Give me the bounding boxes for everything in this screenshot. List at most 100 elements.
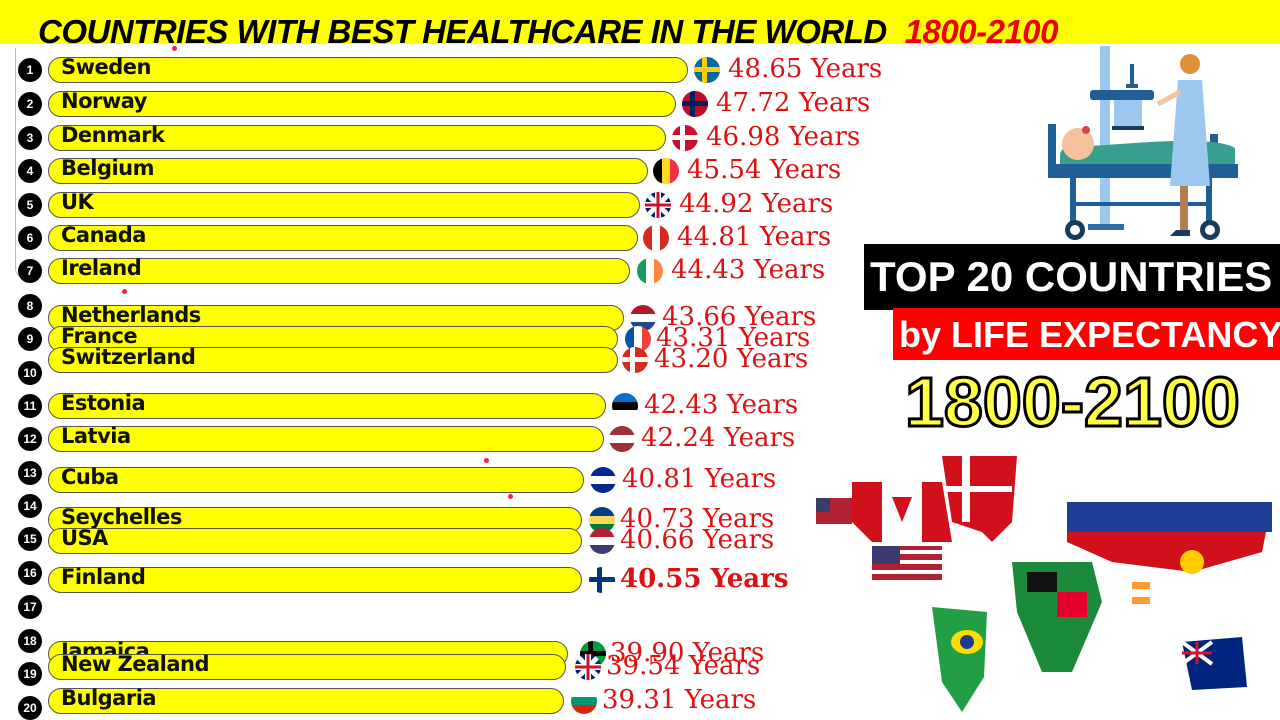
country-label: Bulgaria [61, 686, 157, 710]
country-label: New Zealand [61, 652, 210, 676]
bar: Belgium [48, 156, 648, 184]
rank-badge: 2 [18, 92, 42, 116]
bar: Ireland [48, 256, 630, 284]
country-label: Belgium [61, 156, 155, 180]
value-label: 47.72 Years [716, 88, 871, 118]
flag-icon [694, 57, 720, 83]
value-label: 44.43 Years [671, 255, 826, 285]
bar: Sweden [48, 55, 688, 83]
country-label: Canada [61, 223, 146, 247]
rank-badge: 18 [18, 629, 42, 653]
flag-icon [682, 91, 708, 117]
country-label: Seychelles [61, 505, 182, 529]
country-label: UK [61, 190, 94, 214]
country-label: Ireland [61, 256, 142, 280]
flag-icon [622, 347, 648, 373]
country-label: Norway [61, 89, 147, 113]
rank-badge: 7 [18, 259, 42, 283]
bar: Canada [48, 223, 638, 251]
value-label: 43.66 Years [662, 302, 817, 332]
decor-dot [484, 458, 489, 463]
country-label: Netherlands [61, 303, 201, 327]
rank-badge: 19 [18, 662, 42, 686]
bar: New Zealand [48, 652, 566, 680]
country-label: Denmark [61, 123, 165, 147]
side-heading-life-expectancy: by LIFE EXPECTANCY [893, 308, 1280, 360]
flag-icon [589, 528, 615, 554]
title-main: COUNTRIES WITH BEST HEALTHCARE IN THE WO… [38, 13, 887, 50]
bar: Estonia [48, 391, 606, 419]
flag-icon [575, 654, 601, 680]
value-label: 39.54 Years [606, 651, 761, 681]
rank-badge: 1 [18, 58, 42, 82]
side-heading-top20: TOP 20 COUNTRIES [864, 244, 1280, 310]
value-label: 48.65 Years [728, 54, 883, 84]
country-label: Finland [61, 565, 146, 589]
bar: Latvia [48, 424, 604, 452]
bar: Bulgaria [48, 686, 564, 714]
country-label: France [61, 324, 138, 348]
rank-badge: 6 [18, 226, 42, 250]
rank-badge: 14 [18, 494, 42, 518]
value-label: 40.55 Years [620, 564, 789, 594]
rank-badge: 12 [18, 427, 42, 451]
rank-badge: 16 [18, 561, 42, 585]
rank-badge: 3 [18, 126, 42, 150]
flag-icon [643, 225, 669, 251]
bar: Switzerland [48, 345, 618, 373]
flag-icon [625, 326, 651, 352]
value-label: 43.20 Years [654, 344, 809, 374]
flag-icon [571, 688, 597, 714]
value-label: 42.43 Years [644, 390, 799, 420]
rank-badge: 17 [18, 595, 42, 619]
bar: USA [48, 526, 582, 554]
flag-icon [637, 258, 663, 284]
rank-badge: 5 [18, 193, 42, 217]
flag-icon [653, 158, 679, 184]
country-label: USA [61, 526, 108, 550]
value-label: 40.81 Years [622, 464, 777, 494]
rank-badge: 9 [18, 327, 42, 351]
rank-badge: 8 [18, 294, 42, 318]
flag-icon [672, 125, 698, 151]
flag-icon [609, 426, 635, 452]
rank-badge: 11 [18, 394, 42, 418]
decor-dot [122, 289, 127, 294]
title-bar: COUNTRIES WITH BEST HEALTHCARE IN THE WO… [0, 0, 1280, 50]
decor-dot [172, 46, 177, 51]
bar: Norway [48, 89, 676, 117]
title-year-range: 1800-2100 [904, 13, 1059, 50]
decor-dot [508, 494, 513, 499]
value-label: 44.92 Years [679, 189, 834, 219]
rank-badge: 4 [18, 159, 42, 183]
country-label: Latvia [61, 424, 131, 448]
value-label: 46.98 Years [706, 122, 861, 152]
bar: Finland [48, 565, 582, 593]
flag-icon [612, 393, 638, 419]
country-label: Cuba [61, 465, 119, 489]
side-heading-years: 1800-2100 [904, 362, 1242, 443]
rank-badge: 15 [18, 527, 42, 551]
rank-badge: 13 [18, 461, 42, 485]
patient-bed-nurse-illustration [1048, 46, 1238, 240]
value-label: 43.31 Years [656, 323, 811, 353]
bar: Denmark [48, 123, 666, 151]
value-label: 40.73 Years [620, 504, 775, 534]
value-label: 40.66 Years [620, 525, 775, 555]
flag-icon [645, 192, 671, 218]
value-label: 42.24 Years [641, 423, 796, 453]
country-label: Sweden [61, 55, 152, 79]
bar: Cuba [48, 465, 584, 493]
rank-badge: 10 [18, 361, 42, 385]
value-label: 39.31 Years [602, 685, 757, 715]
flag-icon [590, 467, 616, 493]
value-label: 45.54 Years [687, 155, 842, 185]
country-label: Estonia [61, 391, 146, 415]
rank-badge: 20 [18, 696, 42, 720]
flag-icon [589, 567, 615, 593]
chart-title: COUNTRIES WITH BEST HEALTHCARE IN THE WO… [38, 10, 1059, 54]
value-label: 44.81 Years [677, 222, 832, 252]
country-label: Switzerland [61, 345, 196, 369]
value-label: 39.90 Years [610, 638, 765, 668]
bar: UK [48, 190, 640, 218]
